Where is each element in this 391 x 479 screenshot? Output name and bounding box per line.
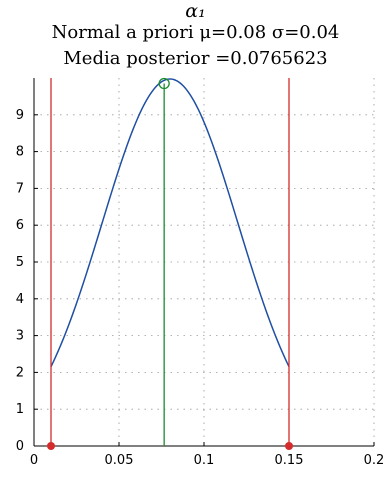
tick-labels: 0 0.05 0.1 0.15 0.2 0 1 2 3 4 5 6 7 8 9 xyxy=(16,108,385,468)
x-tick-label-0: 0 xyxy=(30,453,38,468)
density-curve xyxy=(50,78,290,367)
posterior-mean-marker xyxy=(158,77,170,90)
y-tick-label-2: 2 xyxy=(16,365,24,380)
x-tick-label-1: 0.05 xyxy=(105,453,134,468)
y-tick-label-8: 8 xyxy=(16,145,24,160)
x-tick-label-3: 0.15 xyxy=(275,453,304,468)
y-tick-label-0: 0 xyxy=(16,439,24,454)
y-tick-label-6: 6 xyxy=(16,218,24,233)
grid-lines xyxy=(34,78,375,446)
x-tick-label-2: 0.1 xyxy=(194,453,215,468)
bound-marker-1 xyxy=(47,442,55,450)
y-tick-label-4: 4 xyxy=(16,292,24,307)
y-tick-label-5: 5 xyxy=(16,255,24,270)
y-tick-label-3: 3 xyxy=(16,329,24,344)
axes xyxy=(33,78,375,447)
y-tick-label-9: 9 xyxy=(16,108,24,123)
y-tick-label-7: 7 xyxy=(16,181,24,196)
bound-marker-2 xyxy=(285,442,293,450)
chart-title-prior: Normal a priori μ=0.08 σ=0.04 xyxy=(51,22,340,43)
x-tick-label-4: 0.2 xyxy=(364,453,385,468)
chart-title-parameter: α₁ xyxy=(185,0,206,22)
chart-title-posterior-mean: Media posterior =0.0765623 xyxy=(63,48,328,69)
data-marks xyxy=(47,77,293,450)
y-tick-label-1: 1 xyxy=(16,402,24,417)
